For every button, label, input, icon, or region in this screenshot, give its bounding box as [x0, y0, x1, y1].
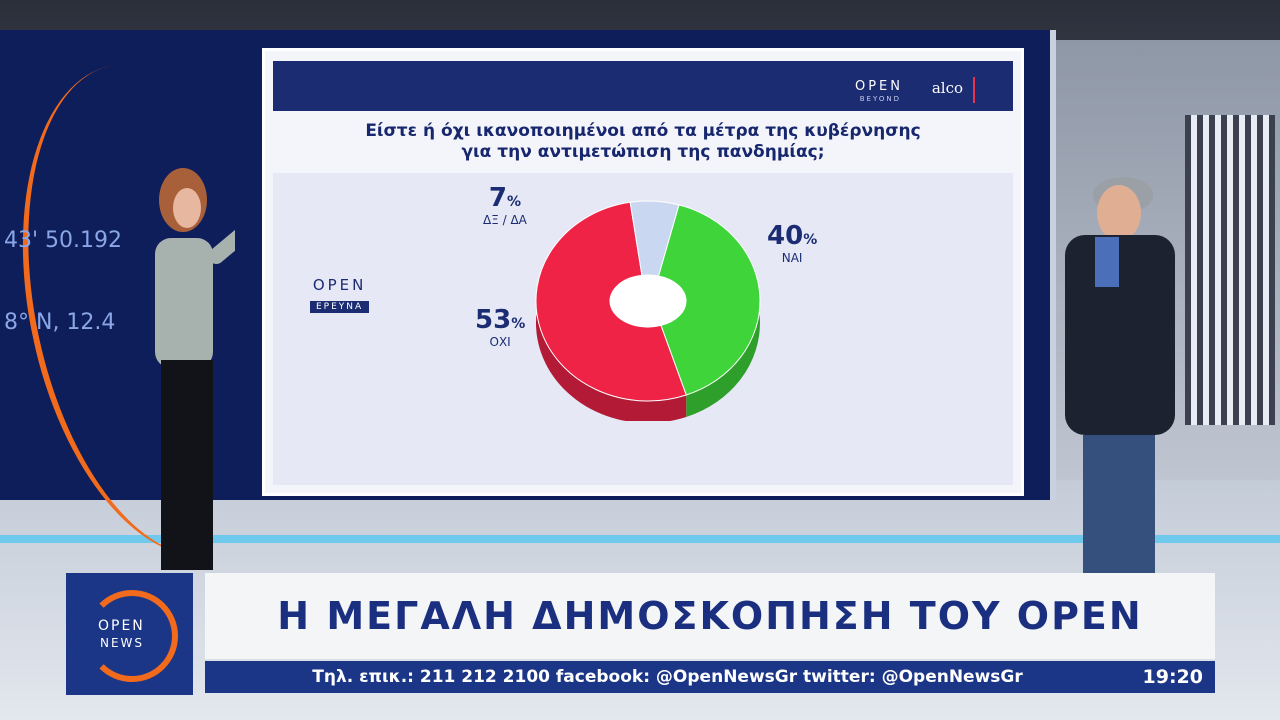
label-no: 53% ΟΧΙ [475, 305, 525, 349]
logo-news-text: NEWS [100, 636, 145, 650]
logo-open-text: OPEN [98, 618, 145, 634]
poll-question: Είστε ή όχι ικανοποιημένοι από τα μέτρα … [265, 121, 1021, 163]
ticker-bar: Τηλ. επικ.: 211 212 2100 facebook: @Open… [205, 661, 1215, 693]
presenter-man [1065, 177, 1175, 575]
question-line-2: για την αντιμετώπιση της πανδημίας; [461, 142, 825, 162]
ticker-text: Τηλ. επικ.: 211 212 2100 facebook: @Open… [312, 667, 1023, 687]
open-ereuna-sub: ΕΡΕΥΝΑ [310, 301, 370, 313]
open-ereuna-logo: OPEN ΕΡΕΥΝΑ [310, 276, 370, 313]
alco-logo: alco [931, 79, 963, 97]
clock: 19:20 [1142, 666, 1203, 688]
floor-light-stripe [0, 535, 1280, 543]
label-dk: 7% ΔΞ / ΔΑ [483, 183, 527, 227]
yes-value: 40 [767, 221, 804, 251]
donut-hole [610, 275, 686, 327]
beyond-text: BEYOND [859, 95, 901, 103]
donut-chart [535, 200, 761, 421]
dk-pct: % [506, 194, 521, 210]
no-pct: % [511, 316, 526, 332]
light-panel [1185, 115, 1275, 425]
logo-ring-icon [86, 590, 178, 682]
screen-header: OPEN BEYOND alco [273, 61, 1013, 111]
no-name: ΟΧΙ [489, 335, 511, 349]
poll-screen: OPEN BEYOND alco Είστε ή όχι ικανοποιημέ… [262, 48, 1024, 496]
question-line-1: Είστε ή όχι ικανοποιημένοι από τα μέτρα … [365, 121, 921, 141]
headline-title: Η ΜΕΓΑΛΗ ΔΗΜΟΣΚΟΠΗΣΗ ΤΟΥ OPEN [277, 594, 1143, 638]
headline-bar: Η ΜΕΓΑΛΗ ΔΗΜΟΣΚΟΠΗΣΗ ΤΟΥ OPEN [205, 573, 1215, 659]
dk-value: 7 [488, 183, 507, 213]
open-beyond-logo: OPEN [854, 79, 903, 94]
map-coordinate-1: 43' 50.192 [4, 228, 123, 253]
lower-third: OPEN NEWS Η ΜΕΓΑΛΗ ΔΗΜΟΣΚΟΠΗΣΗ ΤΟΥ OPEN … [0, 570, 1280, 700]
presenter-woman [155, 168, 235, 570]
label-yes: 40% ΝΑΙ [767, 221, 817, 265]
yes-pct: % [803, 232, 818, 248]
open-news-logo: OPEN NEWS [66, 573, 193, 695]
dk-name: ΔΞ / ΔΑ [483, 213, 527, 227]
no-value: 53 [475, 305, 512, 335]
yes-name: ΝΑΙ [781, 251, 803, 265]
open-ereuna-title: OPEN [312, 276, 367, 294]
map-coordinate-2: 8° N, 12.4 [4, 310, 116, 335]
logo-divider [973, 77, 975, 103]
